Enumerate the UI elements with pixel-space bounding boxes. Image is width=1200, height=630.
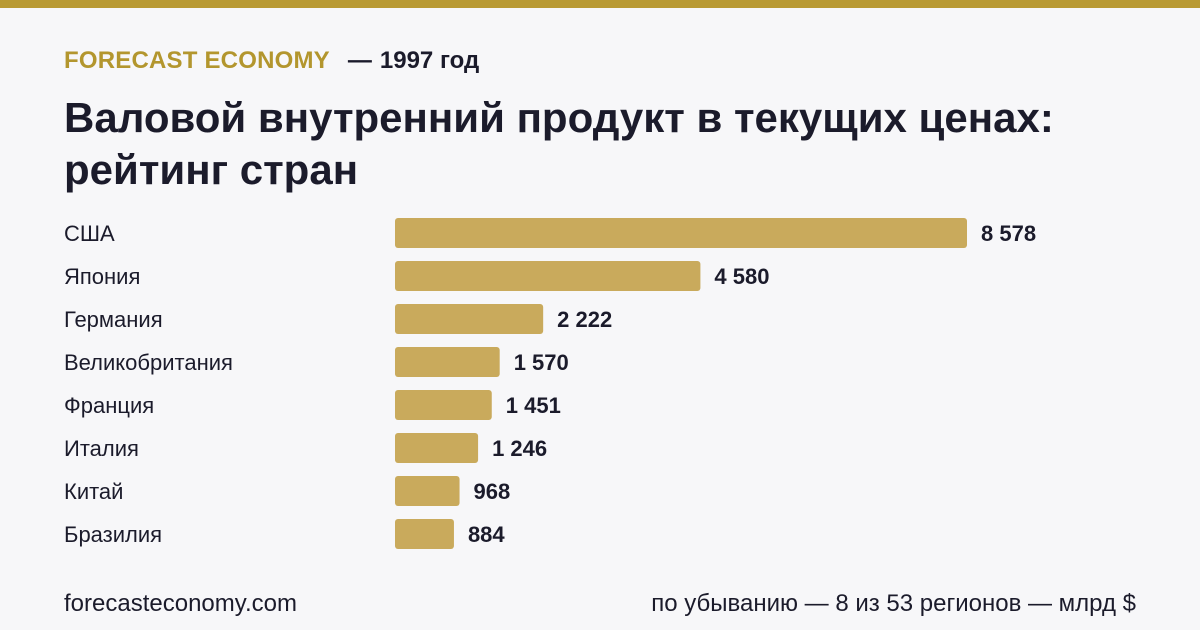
top-accent-stripe <box>0 0 1200 8</box>
category-label: Франция <box>64 393 154 418</box>
bar-row: Великобритания 1 570 <box>64 347 569 377</box>
value-label: 968 <box>474 479 511 504</box>
bar-chart: США 8 578 Япония 4 580 Германия 2 222 Великобр… <box>64 218 1036 549</box>
bar <box>395 347 500 377</box>
bar-row: Бразилия 884 <box>64 519 505 549</box>
bar <box>395 304 544 334</box>
eyebrow: FORECAST ECONOMY — 1997 год <box>64 46 479 76</box>
value-label: 4 580 <box>714 264 769 289</box>
bar-row: Франция 1 451 <box>64 390 561 420</box>
category-label: Китай <box>64 479 123 504</box>
bar <box>395 218 967 248</box>
footer-note: по убыванию — 8 из 53 регионов — млрд $ <box>651 590 1136 617</box>
value-label: 1 246 <box>492 436 547 461</box>
category-label: Бразилия <box>64 522 162 547</box>
value-label: 884 <box>468 522 505 547</box>
bar-row: Япония 4 580 <box>64 261 769 291</box>
bar-row: Китай 968 <box>64 476 510 506</box>
brand-name: FORECAST ECONOMY <box>64 47 330 74</box>
value-label: 1 451 <box>506 393 561 418</box>
year-label: 1997 год <box>379 47 480 74</box>
bar-row: Германия 2 222 <box>64 304 612 334</box>
category-label: Германия <box>64 307 163 332</box>
bar <box>395 476 460 506</box>
category-label: США <box>64 221 115 246</box>
value-label: 8 578 <box>981 221 1036 246</box>
category-label: Великобритания <box>64 350 233 375</box>
bar <box>395 519 454 549</box>
category-label: Италия <box>64 436 139 461</box>
value-label: 1 570 <box>514 350 569 375</box>
category-label: Япония <box>64 264 140 289</box>
bar <box>395 433 479 463</box>
value-label: 2 222 <box>557 307 612 332</box>
eyebrow-separator: — <box>347 47 372 74</box>
chart-title: Валовой внутренний продукт в текущих цен… <box>64 94 1054 193</box>
bar-row: США 8 578 <box>64 218 1036 248</box>
bar <box>395 261 701 291</box>
bar-row: Италия 1 246 <box>64 433 547 463</box>
site-url: forecasteconomy.com <box>64 590 297 617</box>
bar <box>395 390 492 420</box>
